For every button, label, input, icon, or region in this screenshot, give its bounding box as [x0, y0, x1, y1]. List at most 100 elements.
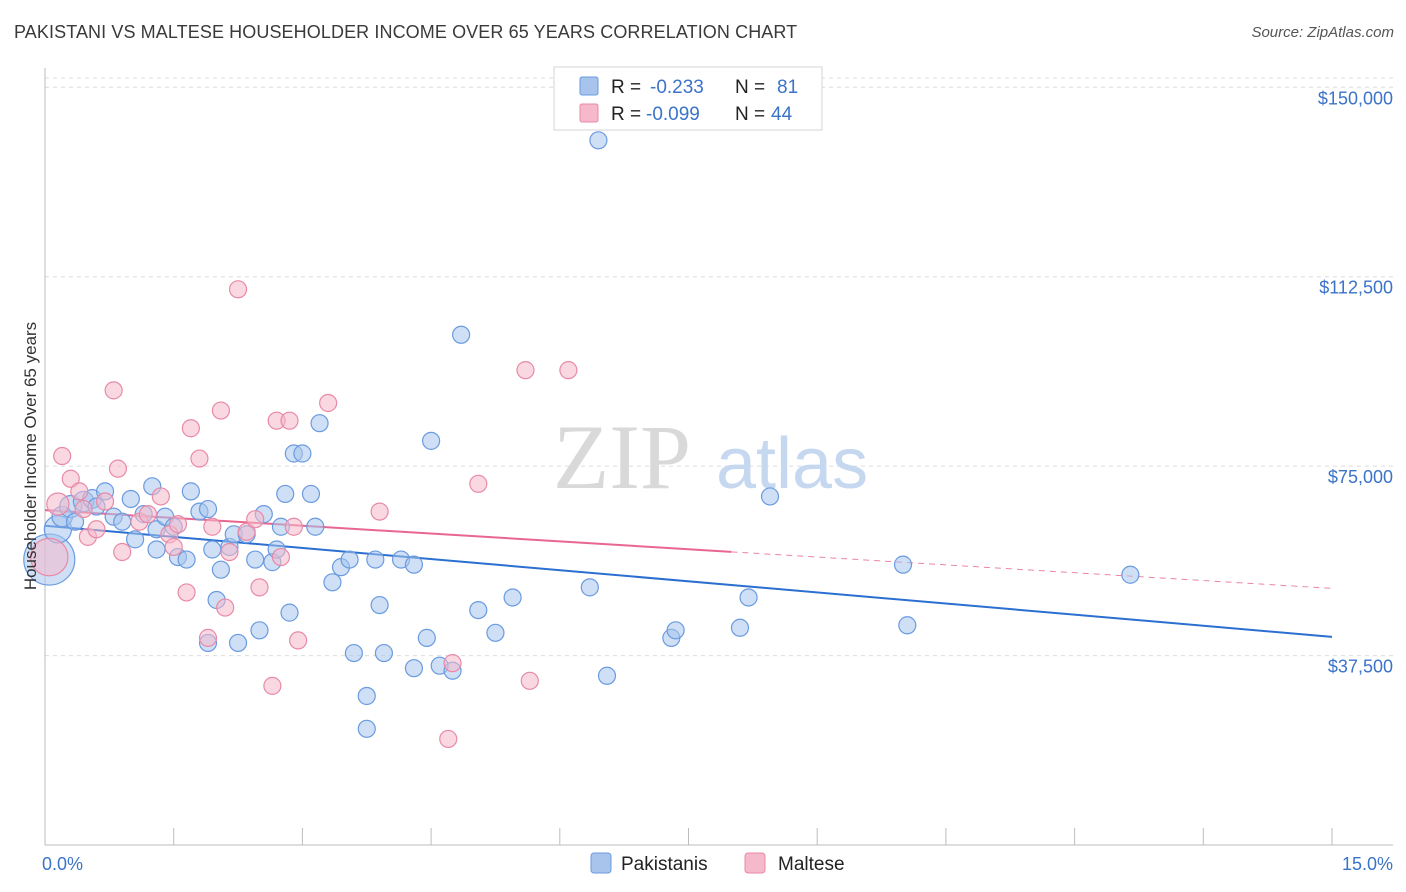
point-pakistanis [357, 719, 376, 738]
bottom-legend-label-pakistanis: Pakistanis [621, 854, 708, 875]
point-pakistanis [452, 325, 471, 344]
point-pakistanis [250, 621, 269, 640]
point-maltese [469, 474, 488, 493]
point-maltese [138, 505, 158, 524]
point-pakistanis [370, 595, 389, 615]
bottom-legend-swatch-maltese [744, 852, 766, 874]
legend-n-label: N = [735, 77, 765, 98]
point-maltese [289, 631, 308, 650]
point-pakistanis [366, 550, 385, 569]
point-pakistanis [301, 484, 321, 504]
watermark: ZIP atlas [553, 406, 868, 508]
point-pakistanis [404, 659, 424, 678]
point-pakistanis [125, 530, 145, 549]
point-pakistanis [404, 555, 424, 574]
trend-line-dashed-maltese [731, 551, 1333, 589]
point-maltese [168, 515, 188, 534]
legend-swatch-pakistanis [579, 76, 599, 96]
gridlines [45, 77, 1393, 657]
y-tick-label: $75,000 [1328, 467, 1393, 487]
point-maltese [211, 401, 230, 420]
point-maltese [74, 499, 93, 519]
point-pakistanis [293, 444, 312, 463]
point-maltese [263, 676, 282, 695]
x-tick-label-left: 0.0% [42, 854, 83, 874]
point-maltese [95, 492, 115, 511]
point-pakistanis [344, 643, 363, 663]
point-maltese [70, 482, 89, 501]
point-maltese [271, 547, 291, 567]
point-pakistanis [597, 666, 617, 685]
point-pakistanis [181, 482, 200, 501]
point-maltese [228, 280, 248, 299]
trend-line-pakistanis [44, 524, 1333, 638]
point-maltese [216, 598, 235, 617]
point-maltese [520, 671, 539, 690]
point-pakistanis [65, 512, 85, 531]
point-maltese [237, 522, 256, 541]
x-tick-label-right: 15.0% [1342, 854, 1393, 874]
point-pakistanis [246, 550, 265, 569]
point-maltese [104, 381, 123, 400]
legend-r-label: R = [611, 77, 641, 98]
legend-r-value-maltese: -0.099 [646, 104, 700, 125]
watermark-zip: ZIP [553, 406, 691, 508]
x-tick-labels: 0.0% 15.0% [42, 854, 1393, 874]
point-pakistanis [203, 540, 222, 559]
point-pakistanis [280, 603, 299, 622]
legend-r-label: R = [611, 104, 641, 125]
point-pakistanis [898, 616, 917, 635]
point-pakistanis [113, 512, 132, 531]
y-tick-label: $150,000 [1318, 88, 1393, 108]
chart-source: Source: ZipAtlas.com [1251, 24, 1394, 41]
point-maltese [108, 459, 128, 478]
watermark-atlas: atlas [716, 424, 868, 504]
bottom-legend-swatch-pakistanis [590, 852, 612, 874]
point-maltese [164, 537, 183, 557]
point-maltese [516, 361, 535, 380]
point-pakistanis [417, 628, 436, 647]
point-pakistanis [422, 431, 441, 450]
point-pakistanis [228, 633, 248, 653]
legend-box [553, 66, 823, 131]
point-pakistanis [121, 489, 140, 509]
point-maltese [370, 502, 389, 521]
point-pakistanis [374, 643, 394, 663]
point-pakistanis [177, 550, 196, 569]
legend-swatch-maltese [579, 103, 599, 123]
point-maltese [190, 449, 209, 468]
point-maltese [181, 419, 200, 438]
point-pakistanis [276, 484, 295, 504]
y-tick-labels: $37,500 $75,000 $112,500 $150,000 [1318, 88, 1393, 676]
legend-r-value-pakistanis: -0.233 [650, 77, 704, 98]
point-pakistanis [357, 686, 376, 706]
point-maltese [29, 537, 69, 577]
point-pakistanis [323, 573, 342, 592]
point-pakistanis [310, 414, 329, 433]
point-pakistanis [503, 588, 522, 607]
point-maltese [439, 729, 458, 749]
point-maltese [319, 393, 338, 413]
y-tick-label: $112,500 [1319, 278, 1393, 298]
point-maltese [443, 654, 462, 673]
point-pakistanis [739, 588, 758, 607]
point-pakistanis [760, 487, 780, 506]
data-points [23, 131, 1140, 749]
point-maltese [203, 517, 222, 536]
legend-n-value-pakistanis: 81 [777, 77, 798, 98]
point-pakistanis [340, 550, 359, 569]
point-pakistanis [211, 560, 230, 579]
point-maltese [559, 361, 578, 380]
point-maltese [53, 446, 72, 466]
point-pakistanis [730, 618, 750, 637]
point-maltese [61, 469, 80, 488]
legend: R = -0.233 N = 81 R = -0.099 N = 44 [553, 66, 823, 131]
point-maltese [151, 487, 170, 506]
chart-title: PAKISTANI VS MALTESE HOUSEHOLDER INCOME … [14, 22, 798, 42]
point-maltese [250, 578, 269, 597]
bottom-legend: Pakistanis Maltese [590, 852, 845, 875]
point-pakistanis [469, 600, 488, 620]
point-maltese [46, 492, 70, 516]
point-maltese [220, 542, 239, 562]
point-maltese [113, 542, 132, 562]
